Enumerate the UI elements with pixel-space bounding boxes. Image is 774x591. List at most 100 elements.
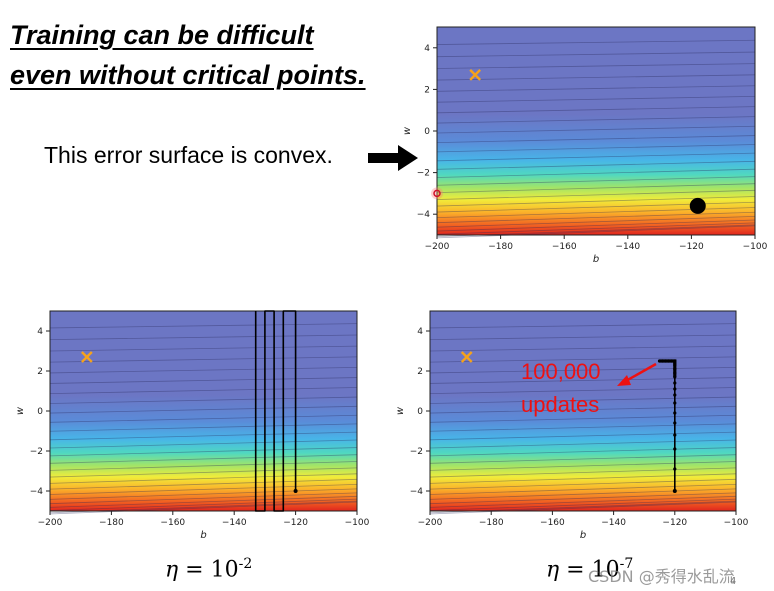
contour-line: [436, 222, 756, 235]
contour-line: [49, 334, 358, 341]
contour-line: [429, 483, 737, 495]
cursor-marker-glow: [431, 187, 443, 200]
x-axis-label: b: [580, 530, 586, 541]
contour-line: [436, 219, 756, 232]
learning-rate-left: η = 10-2: [165, 556, 252, 582]
contour-lines: [436, 39, 756, 239]
x-tick-label: −180: [479, 518, 504, 528]
contour-line: [429, 478, 737, 490]
contour-line: [49, 488, 358, 500]
contour-line: [429, 461, 737, 471]
x-tick-label: −200: [418, 518, 443, 528]
contour-line: [49, 473, 358, 484]
contour-line: [436, 168, 756, 178]
x-tick-label: −180: [488, 242, 513, 252]
update-point: [673, 411, 677, 415]
update-point: [673, 381, 677, 385]
contour-line: [49, 461, 358, 471]
x-tick-label: −140: [601, 518, 626, 528]
contour-line: [49, 501, 358, 515]
contour-line: [436, 196, 756, 207]
x-tick-label: −180: [99, 518, 124, 528]
contour-line: [436, 39, 756, 45]
update-point: [673, 447, 677, 451]
convex-statement: This error surface is convex.: [44, 142, 333, 168]
contour-line: [429, 492, 737, 505]
chart-bottom-left: −200 −180 −160 −140 −120 −100 −4 −2 0 2 4 b w: [15, 310, 370, 541]
x-tick-label: −200: [38, 518, 63, 528]
contour-line: [49, 366, 358, 374]
contour-line: [436, 106, 756, 114]
training-path-end: [659, 359, 677, 377]
contour-line: [436, 211, 756, 224]
x-tick-label: −140: [615, 242, 640, 252]
eta-value: = 10: [178, 557, 239, 583]
contour-line: [49, 377, 358, 384]
eta-exponent: -7: [619, 556, 634, 572]
contour-line: [429, 501, 737, 515]
eta-symbol: η: [546, 557, 560, 583]
contour-line: [49, 478, 358, 490]
contour-line: [429, 467, 737, 478]
start-point: [672, 489, 677, 493]
contour-line: [49, 345, 358, 352]
y-tick-label: 2: [417, 367, 423, 377]
y-axis-label: w: [402, 126, 413, 135]
y-tick-label: −2: [417, 169, 430, 179]
update-point: [673, 433, 677, 437]
contour-line: [436, 189, 756, 200]
update-point: [673, 421, 677, 425]
slide-title-line-1: Training can be difficult: [10, 20, 314, 50]
arrow-right-icon: [368, 145, 418, 171]
error-surface: [430, 311, 736, 511]
annotation-arrow-icon: [617, 362, 657, 386]
contour-line: [429, 488, 737, 500]
contour-line: [429, 405, 737, 414]
contour-line: [436, 160, 756, 170]
x-tick-label: −120: [679, 242, 704, 252]
x-tick-label: −140: [222, 518, 247, 528]
error-surface: [50, 311, 357, 511]
contour-line: [429, 447, 737, 457]
contour-line: [429, 423, 737, 432]
x-tick-label: −100: [724, 518, 749, 528]
x-tick-label: −100: [743, 242, 768, 252]
contour-line: [436, 152, 756, 162]
y-tick-label: −4: [417, 210, 431, 220]
update-point: [673, 467, 677, 471]
contour-line: [436, 116, 756, 124]
y-tick-label: 0: [37, 407, 43, 417]
contour-line: [429, 498, 737, 511]
y-tick-label: 4: [424, 44, 430, 54]
contour-line: [436, 74, 756, 81]
contour-line: [49, 431, 358, 441]
minimum-x-icon: [80, 351, 93, 363]
training-path: [254, 310, 297, 512]
contour-line: [429, 495, 737, 508]
contour-line: [49, 423, 358, 432]
learning-rate-right: η = 10-7: [546, 556, 633, 582]
contour-line: [436, 135, 756, 144]
slide-title-line-2: even without critical points.: [10, 60, 366, 90]
contour-line: [49, 405, 358, 414]
x-tick-label: −160: [552, 242, 577, 252]
minimum-x-stroke: [460, 351, 473, 363]
page-number: 4: [730, 576, 737, 587]
contour-line: [49, 492, 358, 505]
contour-line: [436, 183, 756, 194]
contour-line: [436, 85, 756, 92]
y-tick-label: 0: [417, 407, 423, 417]
y-tick-label: −2: [410, 447, 423, 457]
watermark: CSDN @秀得水乱流: [588, 567, 735, 586]
contour-line: [429, 345, 737, 352]
start-point: [293, 489, 298, 493]
y-axis-label: w: [15, 406, 26, 415]
contour-line: [49, 454, 358, 464]
y-tick-label: 2: [424, 85, 430, 95]
x-axis-label: b: [593, 254, 599, 265]
contour-line: [429, 323, 737, 329]
y-tick-label: 4: [37, 327, 43, 337]
contour-line: [49, 439, 358, 449]
contour-line: [49, 387, 358, 395]
contour-line: [49, 498, 358, 511]
